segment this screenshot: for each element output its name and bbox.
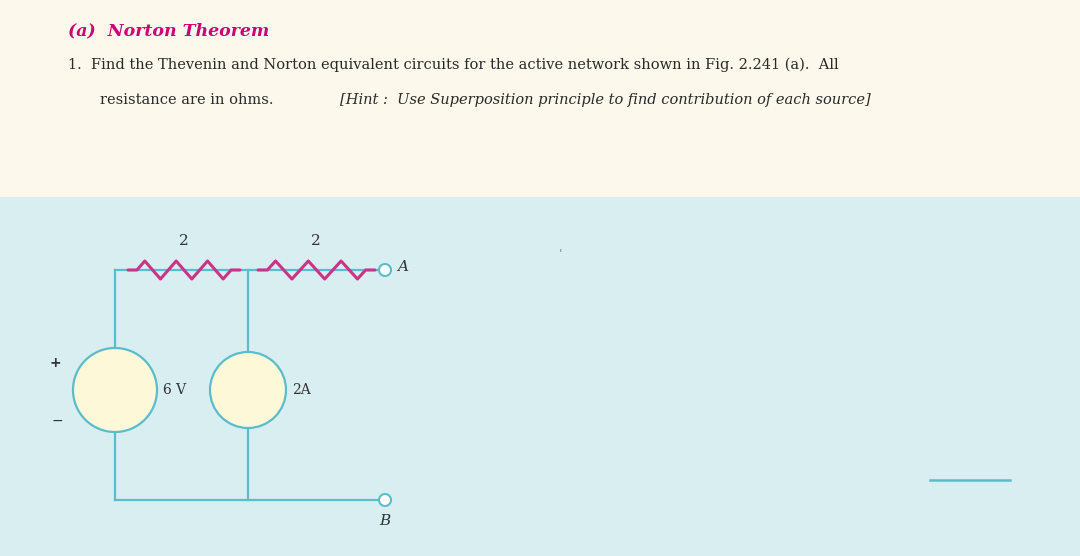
Circle shape [379,494,391,506]
Text: resistance are in ohms.: resistance are in ohms. [100,93,273,107]
Bar [0,197,1080,556]
Text: −: − [52,414,63,428]
Text: 6 V: 6 V [163,383,186,397]
Text: 2A: 2A [292,383,311,397]
Circle shape [73,348,157,432]
Text: (a)  Norton Theorem: (a) Norton Theorem [68,22,269,39]
Text: 2: 2 [179,234,189,248]
Text: 2: 2 [311,234,321,248]
Text: 1.  Find the Thevenin and Norton equivalent circuits for the active network show: 1. Find the Thevenin and Norton equivale… [68,58,839,72]
Text: A: A [397,260,408,274]
Text: +: + [50,356,60,370]
Circle shape [379,264,391,276]
Circle shape [210,352,286,428]
Text: [Hint :  Use Superposition principle to find contribution of each source]: [Hint : Use Superposition principle to f… [340,93,870,107]
Text: B: B [379,514,391,528]
Text: ': ' [558,249,562,261]
